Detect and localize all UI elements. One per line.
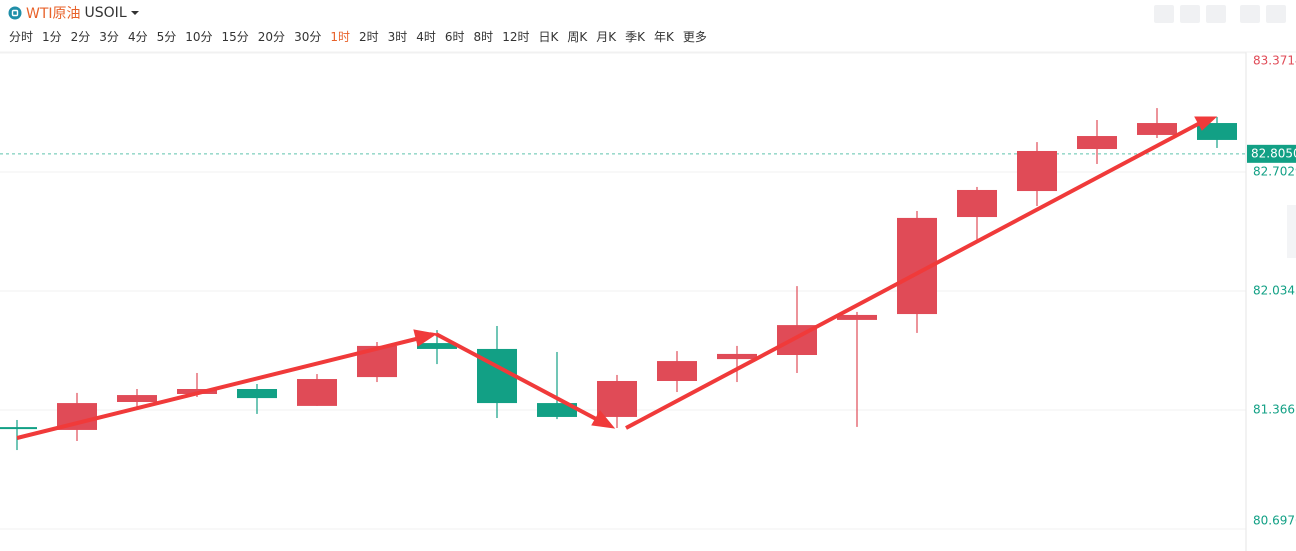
interval[interactable]: 2分 [70,30,91,44]
instrument-name: WTI原油 [26,6,81,22]
interval[interactable]: 12时 [502,30,530,44]
logo [8,6,22,20]
interval[interactable]: 更多 [682,30,707,44]
y-tick-label: 82.7029 [1253,165,1296,179]
y-tick-label: 83.3714 [1253,54,1296,68]
side-tab[interactable] [1287,205,1296,258]
candle-body [417,343,457,349]
interval[interactable]: 4分 [127,30,148,44]
tool-button[interactable] [1154,5,1174,23]
y-tick-label: 81.3661 [1253,402,1296,416]
candle-body [117,395,157,402]
tool-button[interactable] [1240,5,1260,23]
interval[interactable]: 30分 [294,30,322,44]
interval[interactable]: 1时 [330,30,350,44]
tool-button[interactable] [1206,5,1226,23]
candle-body [1137,123,1177,135]
interval[interactable]: 15分 [221,30,249,44]
candle-body [597,380,637,417]
trend-arrows [16,116,1218,440]
candle-body [957,189,997,218]
candle-body [297,379,337,406]
candle-body [0,427,37,430]
candle-body [837,314,877,320]
interval[interactable]: 月K [596,30,617,44]
interval[interactable]: 3时 [387,30,408,44]
interval[interactable]: 周K [567,30,588,44]
interval[interactable]: 季K [625,30,645,44]
interval[interactable]: 5分 [156,30,177,44]
interval[interactable]: 3分 [99,30,119,44]
candles [0,108,1237,451]
y-tick-label: 80.6976 [1253,514,1296,528]
instrument-symbol: USOIL [84,5,127,21]
candle-body [717,353,757,360]
interval[interactable]: 2时 [358,30,379,44]
tools [1154,5,1286,23]
current-price-label: 82.8050 [1251,146,1296,160]
interval[interactable]: 20分 [257,30,286,44]
candle-body [1197,123,1237,140]
candle-body [537,403,577,417]
interval[interactable]: 4时 [416,30,436,44]
interval[interactable]: 年K [653,30,674,44]
interval-bar: 分时 1分 2分 3分 4分 5分 10分 15分 20分 30分 1时 2时 3时 4时 6时 8时 12时日… [9,28,716,45]
current-price-box [1247,144,1296,163]
tool-button[interactable] [1180,5,1200,23]
interval[interactable]: 日K [538,30,559,44]
interval[interactable]: 10分 [185,30,213,44]
candle-body [1077,136,1117,150]
interval[interactable]: 6时 [444,30,465,44]
y-tick-label: 82.0345 [1253,284,1296,298]
interval[interactable]: 1分 [42,30,62,44]
dropdown-arrow [130,11,139,15]
instrument[interactable]: WTI原油 USOIL [8,3,139,23]
candle-body [1017,150,1057,192]
candle-body [657,361,697,381]
tool-button[interactable] [1266,5,1286,23]
interval[interactable]: 分时 [9,30,34,44]
interval[interactable]: 8时 [473,30,494,44]
toolbar: WTI原油 USOIL 分时 1分 2分 3分 4分 5分 10分 15分 20分 30分 1时 2时… [0,0,1296,52]
candle-body [237,389,277,399]
